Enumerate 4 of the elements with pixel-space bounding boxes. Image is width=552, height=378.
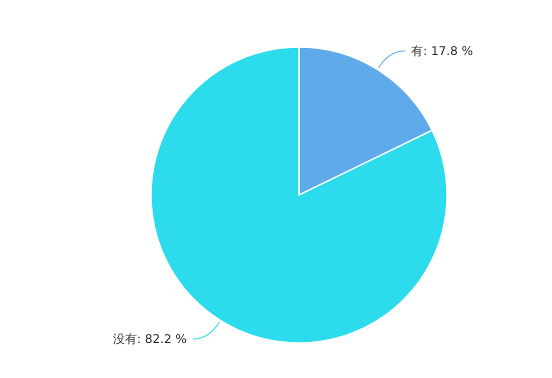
data-label: : 17.8 % [423, 44, 473, 58]
slice-label: 有 [411, 44, 424, 58]
slice-label: 没有 [113, 332, 138, 346]
data-label: : 82.2 % [137, 332, 187, 346]
